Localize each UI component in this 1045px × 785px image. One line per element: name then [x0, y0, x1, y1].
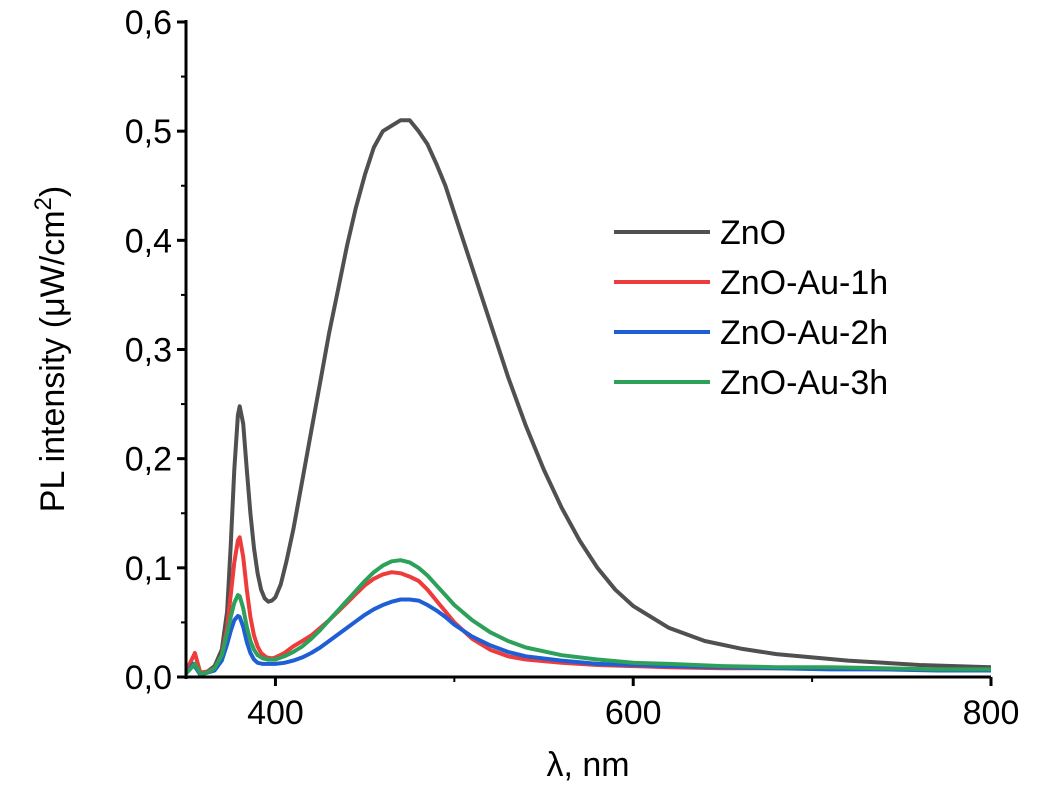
x-tick-label: 600: [605, 694, 662, 732]
y-tick-label: 0,1: [125, 550, 172, 588]
y-tick-label: 0,2: [125, 441, 172, 479]
y-tick-label: 0,3: [125, 332, 172, 370]
legend-label-0: ZnO: [720, 214, 786, 252]
y-axis-title: PL intensity (μW/cm2): [30, 186, 73, 512]
legend: ZnO ZnO-Au-1h ZnO-Au-2h ZnO-Au-3h: [614, 214, 888, 402]
x-tick-label: 800: [963, 694, 1020, 732]
y-axis-title-superscript: 2: [30, 197, 57, 210]
y-tick-label: 0,0: [125, 659, 172, 697]
series-line-2: [186, 597, 991, 677]
axes-layer: 0,0 0,1 0,2 0,3 0,4 0,5 0,6 400 600 800: [125, 4, 1020, 732]
x-axis-title: λ, nm: [546, 746, 629, 784]
y-tick-label: 0,5: [125, 113, 172, 151]
legend-label-2: ZnO-Au-2h: [720, 314, 888, 352]
series-line-0: [186, 118, 991, 676]
y-tick-label: 0,4: [125, 222, 172, 260]
series-layer: [186, 118, 991, 677]
legend-label-3: ZnO-Au-3h: [720, 364, 888, 402]
legend-label-1: ZnO-Au-1h: [720, 264, 888, 302]
series-line-3: [186, 558, 991, 676]
y-axis-title-main: PL intensity (μW/cm: [34, 210, 72, 512]
y-axis-title-close: ): [34, 186, 72, 197]
y-tick-label: 0,6: [125, 4, 172, 42]
x-tick-label: 400: [247, 694, 304, 732]
